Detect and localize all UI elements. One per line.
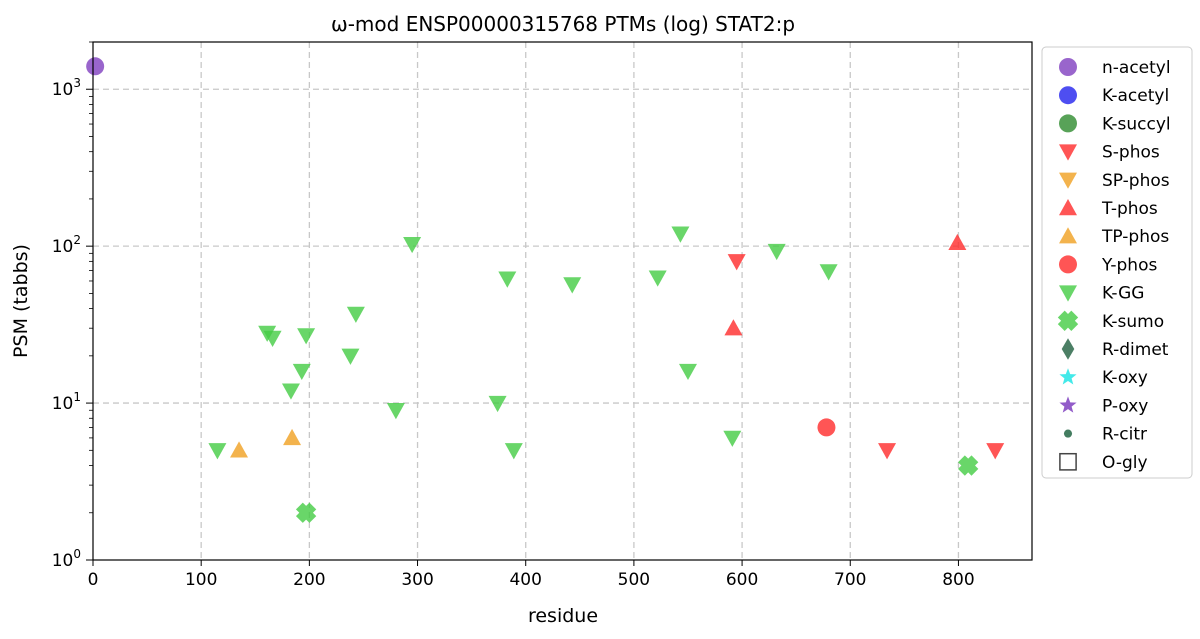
legend-label: K-GG: [1102, 284, 1144, 304]
legend-marker: [1059, 285, 1077, 302]
point-k-gg: [292, 363, 311, 381]
point-tp-phos: [283, 428, 302, 446]
point-k-gg: [648, 270, 667, 287]
x-tick-label: 600: [726, 570, 758, 590]
point-k-gg: [723, 430, 742, 447]
point-k-gg: [208, 443, 227, 460]
x-tick-label: 500: [618, 570, 650, 590]
point-k-sumo: [958, 455, 979, 476]
legend-marker: [1059, 452, 1077, 471]
point-n-acetyl: [86, 57, 105, 76]
legend-marker: [1059, 396, 1077, 413]
legend-marker: [1057, 310, 1079, 331]
point-s-phos: [727, 254, 746, 271]
legend-marker: [1059, 86, 1077, 105]
legend-marker: [1059, 227, 1077, 244]
y-axis-title: PSM (tabbs): [10, 244, 32, 358]
legend-label: n-acetyl: [1102, 58, 1171, 78]
point-k-gg: [488, 395, 507, 413]
point-k-gg: [504, 443, 523, 460]
legend-label: K-oxy: [1102, 368, 1148, 388]
grid-lines: [93, 42, 1032, 560]
x-tick-label: 100: [185, 570, 217, 590]
point-k-gg: [346, 306, 365, 323]
point-k-gg: [297, 328, 316, 345]
legend-label: K-acetyl: [1102, 86, 1169, 106]
legend-frame: [1041, 46, 1193, 479]
legend-label: O-gly: [1102, 453, 1148, 473]
legend-marker: [1059, 172, 1077, 189]
y-tick-label: 100: [52, 547, 81, 571]
point-t-phos: [724, 319, 743, 336]
legend-marker: [1059, 368, 1077, 385]
legend-marker: [1059, 144, 1077, 161]
legend-marker: [1059, 114, 1077, 133]
x-axis-title: residue: [528, 605, 598, 627]
legend-label: P-oxy: [1102, 396, 1148, 416]
x-tick-label: 0: [88, 570, 99, 590]
point-tp-phos: [230, 441, 249, 458]
legend-marker: [1061, 338, 1075, 360]
point-k-gg: [563, 277, 582, 294]
point-k-sumo: [295, 502, 317, 523]
y-tick-label: 102: [52, 233, 81, 257]
legend-label: TP-phos: [1101, 227, 1169, 247]
legend-label: K-sumo: [1102, 312, 1164, 332]
legend-label: R-dimet: [1102, 340, 1169, 360]
point-k-gg: [263, 330, 282, 347]
x-tick-label: 300: [401, 570, 433, 590]
x-tick-label: 800: [942, 570, 974, 590]
legend-marker: [1059, 255, 1077, 274]
legend-label: S-phos: [1102, 143, 1160, 163]
point-y-phos: [817, 418, 836, 437]
legend: n-acetyl K-acetyl K-succyl S-phos SP-phos T-p…: [1041, 46, 1193, 479]
x-tick-label: 700: [834, 570, 866, 590]
point-k-gg: [341, 348, 360, 365]
point-k-gg: [386, 403, 405, 420]
legend-label: Y-phos: [1101, 255, 1157, 275]
data-points: [86, 57, 1005, 523]
point-k-gg: [678, 363, 697, 381]
legend-marker: [1063, 429, 1073, 438]
point-k-gg: [498, 271, 517, 288]
point-k-gg: [767, 243, 786, 261]
y-tick-label: 101: [52, 390, 81, 414]
plot-area-frame: [92, 41, 1033, 561]
point-k-gg: [403, 236, 422, 254]
chart-title: ω-mod ENSP00000315768 PTMs (log) STAT2:p: [331, 12, 795, 36]
x-tick-label: 200: [293, 570, 325, 590]
y-tick-label: 103: [52, 76, 81, 100]
x-tick-label: 400: [509, 570, 541, 590]
point-k-gg: [819, 264, 838, 281]
point-t-phos: [948, 233, 967, 251]
axis-ticks: 0 100 200 300 400 500 600 700 800 100 101 102 103: [52, 41, 975, 590]
legend-label: R-citr: [1102, 425, 1147, 445]
legend-label: T-phos: [1101, 199, 1158, 219]
point-k-gg: [281, 383, 300, 400]
legend-label: SP-phos: [1102, 171, 1170, 191]
point-s-phos: [986, 443, 1005, 460]
legend-marker: [1059, 199, 1077, 216]
legend-marker: [1059, 58, 1077, 76]
point-s-phos: [878, 443, 897, 460]
point-k-gg: [671, 226, 690, 243]
legend-label: K-succyl: [1102, 114, 1171, 134]
